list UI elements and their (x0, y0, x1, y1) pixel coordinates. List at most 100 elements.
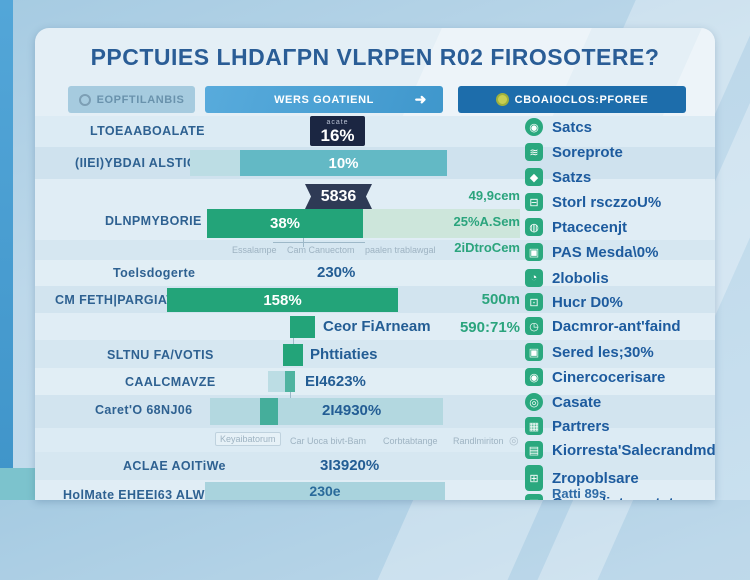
bar-green-small (290, 316, 315, 338)
list-item: ▤ Kiorresta'Salecrandmd (525, 441, 715, 459)
left-toolbar-button[interactable]: EOPFTILANBIS (68, 86, 195, 113)
caption-item: Essalampe (232, 245, 277, 255)
bar-segment-pale (268, 371, 285, 392)
list-item-label: Soreprote (552, 143, 623, 161)
caption-item: Corbtabtange (383, 436, 438, 446)
row-label: Caret'O 68NJ06 (95, 403, 193, 417)
right-toolbar-button[interactable]: CBOAIOCLOS:PFOREE (458, 86, 686, 113)
list-item: ▣ Sered les;30% (525, 343, 654, 361)
caption-bracket (273, 242, 365, 243)
caption-chip: Keyaibatorum (215, 432, 281, 446)
value-badge: acate 16% (310, 116, 365, 146)
bus-icon: ▣ (525, 243, 543, 261)
coin-icon (495, 93, 509, 106)
list-item: ▦ Partrers (525, 417, 610, 435)
list-item-label: Dacmror-ant'faind (552, 317, 681, 335)
row-label: Toelsdogerte (113, 266, 196, 280)
caption-item: Car Uoca bivt-Bam (290, 436, 367, 446)
shield-icon: ◆ (525, 168, 543, 186)
row-value: Ceor FiArneam (323, 318, 431, 335)
bar-green: 158% (167, 288, 398, 312)
list-item: ◉ Cinercocerisare (525, 368, 665, 386)
list-item: ≋ Soreprote (525, 143, 623, 161)
list-item: ⊟ Storl rsczzoU% (525, 193, 661, 211)
list-item: ⊡ Hucr D0% (525, 293, 623, 311)
corner-accent (0, 468, 37, 500)
row-label: (IIEI)YBDAI ALSTIOIS (75, 156, 210, 170)
row-label: SLTNU FA/VOTIS (107, 348, 214, 362)
list-item-label: Zropoblsare (552, 469, 639, 487)
arrow-right-icon: ➜ (414, 91, 427, 107)
bar-teal-small (260, 398, 278, 425)
list-item: ◎ Casate (525, 393, 601, 411)
list-item-label: Ptacecenjt (552, 218, 628, 236)
row-value: 230% (317, 264, 356, 281)
center-button-label: WERS GOATIENL (274, 93, 374, 106)
list-item: ◉ Satcs (525, 118, 592, 136)
list-item: ◆ Satzs (525, 168, 591, 186)
list-item-label: Kiorresta'Salecrandmd (552, 441, 715, 459)
frame-icon: ▣ (525, 343, 543, 361)
wifi-icon: ≋ (525, 143, 543, 161)
side-value: 49,9cem (468, 188, 520, 203)
list-item-label: Casate (552, 393, 602, 411)
side-value: 25%A.Sem (453, 214, 520, 229)
caption-item: paalen trablawgal (365, 245, 436, 255)
bar-light-teal: 230e (205, 482, 445, 500)
list-item-label: Storl rsczzoU% (552, 193, 662, 211)
row-label: CAALCMAVZE (125, 375, 216, 389)
caption-item: Cam Canuectom (287, 245, 355, 255)
list-item-label: Sered les;30% (552, 343, 654, 361)
info-icon: ◎ (509, 435, 519, 447)
card-icon: ▤ (525, 441, 543, 459)
list-item: ▥ Csmanlistanartet (525, 494, 674, 500)
bar-segment-pale (190, 150, 240, 176)
caption-item: Keyaibatorum (215, 432, 281, 446)
row-label: DLNPMYBORIE (105, 214, 202, 228)
list-item: ⊞ Zropoblsare (525, 465, 639, 491)
row-label: CM FETH|PARGIATIA (55, 293, 188, 307)
bar-green: 38% (207, 209, 363, 238)
row-label: LTOEAABOALATE (90, 124, 205, 138)
badge-caption: acate (326, 119, 349, 126)
left-edge-strip (0, 0, 13, 500)
infographic-card: PPCTUIES LHDAΓPN VLRPEN R02 FIROSOTERE? … (35, 28, 715, 500)
value-ribbon: 5836 (305, 184, 372, 209)
list-item-label: Csmanlistanartet (552, 495, 674, 501)
side-value: 590:71% (459, 319, 520, 336)
page-title: PPCTUIES LHDAΓPN VLRPEN R02 FIROSOTERE? (90, 44, 660, 70)
row-value: EI4623% (305, 373, 366, 390)
watch-icon: ◷ (514, 306, 554, 346)
right-button-label: CBOAIOCLOS:PFOREE (514, 93, 649, 106)
list-item: ◔ 2lobolis (525, 269, 609, 287)
list-item-label: Partrers (552, 417, 610, 435)
connector-line (290, 392, 291, 399)
side-value: 500m (481, 291, 520, 308)
list-item-label: 2lobolis (552, 269, 609, 287)
side-value: 2iDtroCem (454, 240, 520, 255)
badge-value: 16% (320, 126, 355, 145)
target-icon (78, 93, 91, 106)
list-item-label: Satcs (552, 118, 593, 136)
bed-icon: ⊟ (525, 193, 543, 211)
chart-icon: ▥ (525, 494, 543, 500)
list-item: ◷ Dacmror-ant'faind (514, 306, 681, 346)
bar-pale-teal (210, 398, 443, 425)
list-item-label: Hucr D0% (552, 293, 623, 311)
list-item-label: Cinercocerisare (552, 368, 666, 386)
list-item-label: Satzs (552, 168, 592, 186)
camera-icon: ◉ (525, 368, 543, 386)
center-toolbar-button[interactable]: WERS GOATIENL ➜ (205, 86, 443, 113)
grid-icon: ▦ (525, 417, 543, 435)
pin-icon: ◍ (525, 218, 543, 236)
monitor-icon: ⊡ (525, 293, 543, 311)
caption-item: Randlmiriton (453, 436, 504, 446)
list-item-sub-label: Ratti 89s (552, 486, 607, 500)
left-button-label: EOPFTILANBIS (96, 93, 185, 106)
bar-segment-pale (363, 209, 520, 238)
row-value: 2I4930% (322, 402, 382, 419)
row-value: 3I3920% (320, 457, 380, 474)
row-value: Phttiaties (310, 346, 378, 363)
list-item-label: PAS Mesda\0% (552, 243, 659, 261)
person-icon: ◔ (525, 269, 543, 287)
